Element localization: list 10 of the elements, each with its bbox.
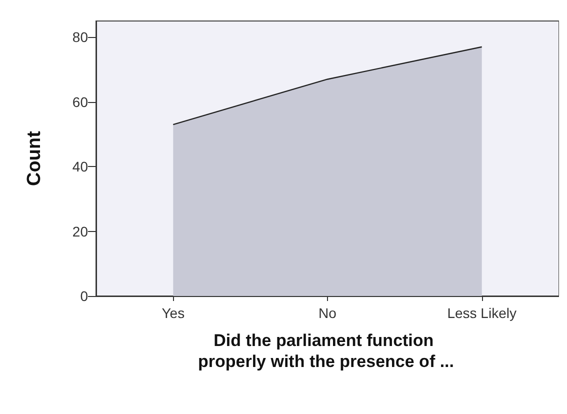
y-tick-label: 40 (72, 158, 88, 175)
y-axis-title: Count (24, 130, 45, 186)
y-tick-label: 20 (72, 223, 88, 240)
x-tick-label: Yes (162, 305, 185, 321)
x-tick-label: Less Likely (447, 305, 516, 321)
x-axis-title: Did the parliament function properly with the presence of ... (198, 331, 454, 371)
x-tick-label: No (318, 305, 337, 321)
y-tick-label: 0 (80, 288, 88, 304)
y-tick-label: 80 (72, 29, 88, 46)
y-tick-label: 60 (72, 94, 88, 110)
